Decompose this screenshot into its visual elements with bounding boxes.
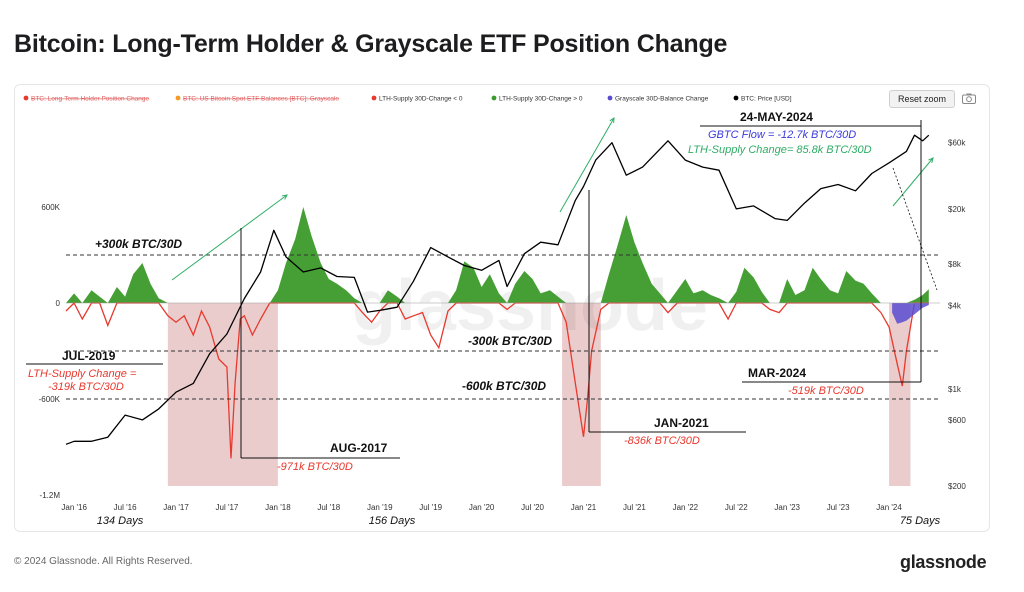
glassnode-logo: glassnode xyxy=(900,552,987,572)
chart-panel xyxy=(14,84,990,532)
reset-zoom-button[interactable]: Reset zoom xyxy=(889,90,956,108)
chart-title: Bitcoin: Long-Term Holder & Grayscale ET… xyxy=(14,30,728,58)
camera-icon[interactable] xyxy=(962,93,976,104)
copyright-text: © 2024 Glassnode. All Rights Reserved. xyxy=(14,556,193,567)
